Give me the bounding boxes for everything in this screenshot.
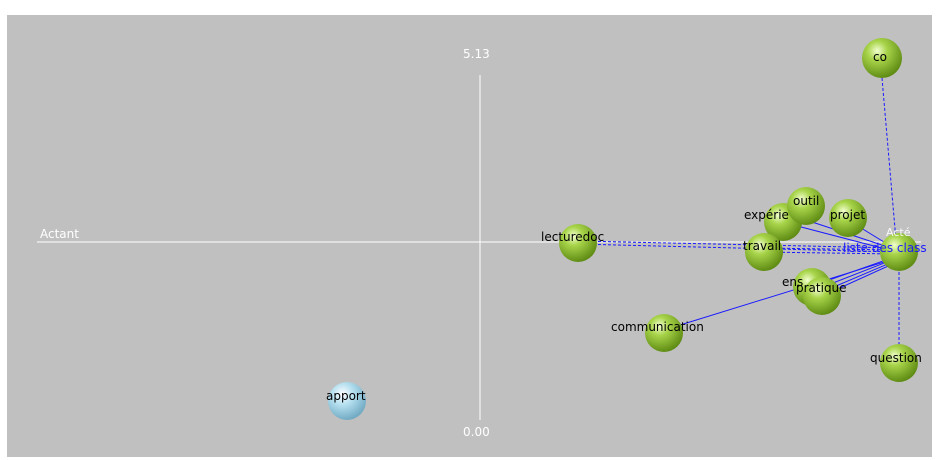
node-communication[interactable]: communication — [611, 314, 704, 352]
node-projet[interactable]: projet — [829, 199, 867, 237]
y-axis-top-label: 5.13 — [463, 47, 490, 61]
node-experience-label: expérie — [744, 208, 789, 222]
node-question[interactable]: question — [870, 344, 922, 382]
node-ens-label: ens — [782, 275, 803, 289]
link-communication — [663, 257, 898, 331]
y-axis-bottom-label: 0.00 — [463, 425, 490, 439]
x-axis-label: Actant — [40, 227, 79, 241]
link-co — [881, 77, 898, 253]
node-projet-label: projet — [830, 208, 865, 222]
node-apport-label: apport — [326, 389, 366, 403]
node-outil-label: outil — [793, 194, 819, 208]
node-lecturedoc[interactable]: lecturedoc — [541, 224, 604, 262]
hub-faint-label: Acté — [886, 226, 911, 239]
node-communication-label: communication — [611, 320, 704, 334]
node-outil[interactable]: outil — [787, 187, 825, 225]
node-lecturedoc-label: lecturedoc — [541, 230, 604, 244]
node-pratique-label: pratique — [796, 281, 847, 295]
node-travail[interactable]: travail — [743, 233, 783, 271]
node-hub[interactable] — [880, 233, 918, 271]
link-travail-a — [761, 247, 898, 251]
node-question-label: question — [870, 351, 922, 365]
hub-label: liste des class — [843, 241, 927, 255]
node-pratique[interactable]: pratique — [796, 277, 847, 315]
node-co-label: co — [873, 50, 887, 64]
link-lecturedoc-b — [577, 243, 898, 253]
link-travail-b — [761, 251, 898, 255]
node-travail-label: travail — [743, 239, 781, 253]
link-lecturedoc-a — [577, 240, 898, 249]
node-co[interactable]: co — [862, 38, 902, 78]
node-apport[interactable]: apport — [326, 382, 366, 420]
